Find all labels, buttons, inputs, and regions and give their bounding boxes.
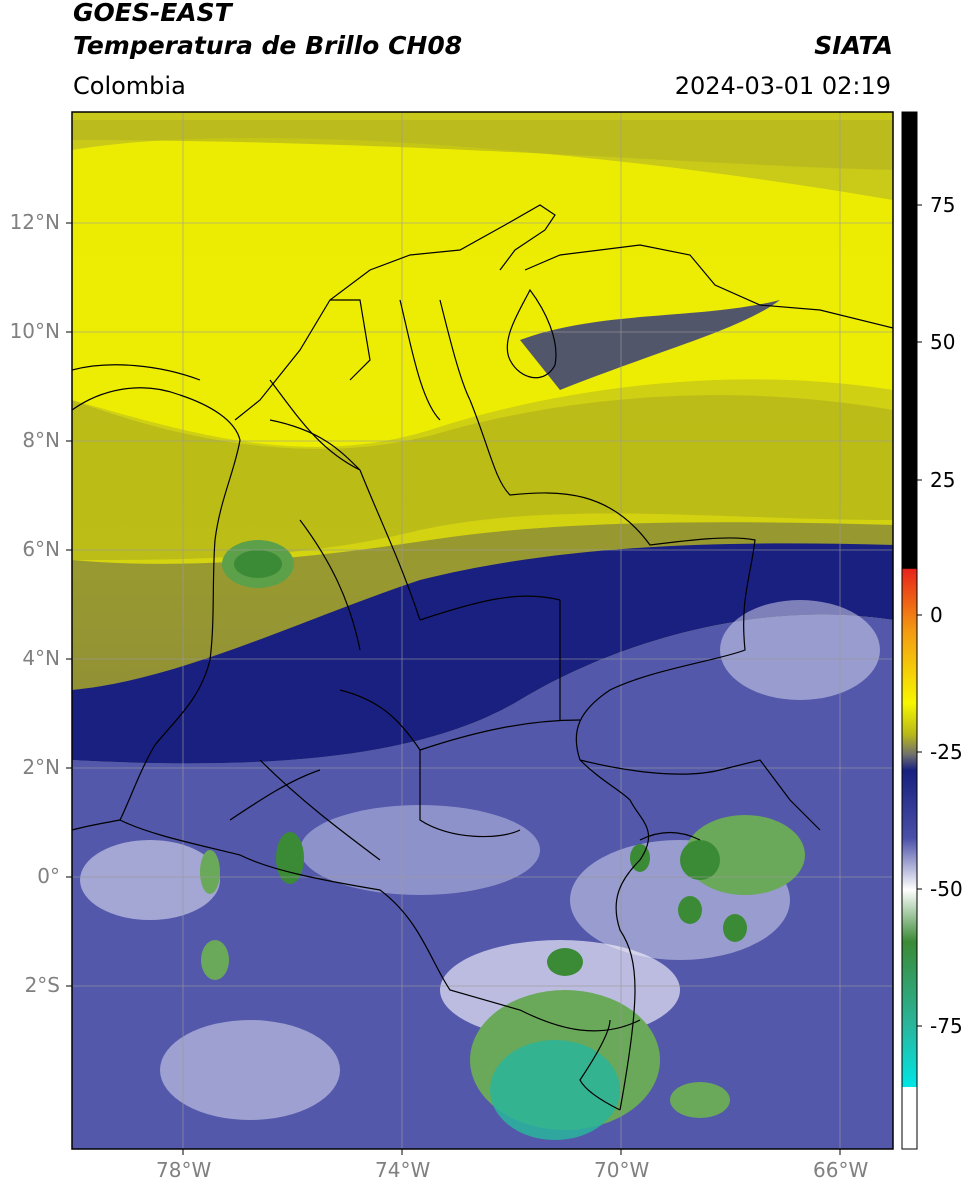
country-borders	[72, 204, 893, 1111]
lat-tick-label: 0°	[37, 864, 60, 888]
timestamp-label: 2024-03-01 02:19	[674, 72, 891, 100]
lat-tick-label: 2°S	[24, 973, 60, 997]
lon-tick-label: 70°W	[594, 1158, 650, 1182]
brightness-temperature-field	[72, 112, 893, 1149]
graticule	[72, 112, 893, 1149]
product-title: Temperatura de Brillo CH08	[73, 31, 463, 60]
colorbar-tick-label: -25	[930, 740, 963, 764]
lat-tick-label: 4°N	[22, 646, 60, 670]
lat-tick-label: 6°N	[22, 537, 60, 561]
colorbar-tick-label: 50	[930, 330, 956, 354]
region-label: Colombia	[73, 72, 186, 100]
colorbar-tick-label: 0	[930, 603, 943, 627]
colorbar-tick-label: 25	[930, 468, 956, 492]
lat-tick-label: 10°N	[9, 319, 60, 343]
lon-tick-label: 66°W	[813, 1158, 869, 1182]
lat-tick-label: 12°N	[9, 210, 60, 234]
organization-label: SIATA	[814, 31, 893, 60]
colorbar-tick-label: -75	[930, 1014, 963, 1038]
map-frame	[71, 111, 894, 1150]
lat-tick-label: 2°N	[22, 755, 60, 779]
satellite-title: GOES-EAST	[73, 0, 232, 27]
lon-tick-label: 78°W	[156, 1158, 212, 1182]
colorbar-tick-label: -50	[930, 877, 963, 901]
colorbar	[902, 112, 917, 1149]
lon-tick-label: 74°W	[375, 1158, 431, 1182]
lat-tick-label: 8°N	[22, 428, 60, 452]
colorbar-tick-label: 75	[930, 193, 956, 217]
